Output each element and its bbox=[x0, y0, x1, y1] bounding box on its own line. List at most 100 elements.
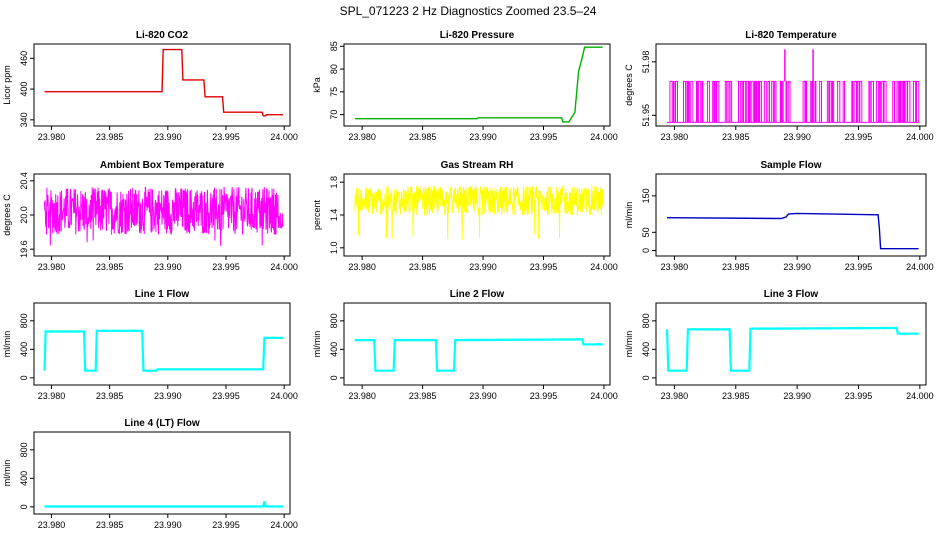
x-tick-label: 23.980 bbox=[661, 262, 689, 272]
y-tick-label: 0 bbox=[19, 504, 29, 509]
y-tick-label: 800 bbox=[19, 442, 29, 457]
x-tick-label: 23.995 bbox=[845, 391, 873, 401]
x-tick-label: 23.995 bbox=[212, 132, 240, 142]
x-tick-label: 23.995 bbox=[530, 262, 558, 272]
x-tick-label: 24.000 bbox=[270, 520, 298, 530]
y-axis-label: degrees C bbox=[2, 194, 12, 236]
x-tick-label: 23.995 bbox=[845, 132, 873, 142]
x-tick-label: 23.985 bbox=[722, 391, 750, 401]
y-tick-label: 460 bbox=[19, 51, 29, 66]
x-tick-label: 23.980 bbox=[661, 132, 689, 142]
y-axis-label: ml/min bbox=[2, 460, 12, 487]
x-tick-label: 23.980 bbox=[38, 262, 66, 272]
y-tick-label: 51.95 bbox=[641, 104, 651, 127]
plot-frame bbox=[343, 302, 611, 386]
y-axis-label: ml/min bbox=[624, 202, 634, 229]
x-tick-label: 24.000 bbox=[590, 132, 618, 142]
x-tick-label: 23.985 bbox=[96, 132, 124, 142]
x-tick-label: 23.990 bbox=[154, 132, 182, 142]
x-tick-label: 23.995 bbox=[212, 262, 240, 272]
x-tick-label: 23.985 bbox=[96, 520, 124, 530]
y-tick-label: 800 bbox=[19, 313, 29, 328]
x-tick-label: 23.990 bbox=[469, 391, 497, 401]
y-tick-label: 85 bbox=[329, 41, 339, 51]
y-tick-label: 19.6 bbox=[19, 240, 29, 258]
plot-frame bbox=[33, 43, 291, 127]
y-tick-label: 51.98 bbox=[641, 51, 651, 74]
chart-title: Li-820 CO2 bbox=[136, 30, 189, 41]
x-tick-label: 24.000 bbox=[590, 262, 618, 272]
data-line bbox=[43, 329, 283, 372]
x-tick-label: 23.980 bbox=[38, 132, 66, 142]
x-tick-label: 23.985 bbox=[96, 391, 124, 401]
chart-panel-1: Li-820 CO2 23.980 23.985 23.990 23.995 24.000… bbox=[2, 30, 298, 142]
y-tick-label: 0 bbox=[329, 375, 339, 380]
chart-title: Li-820 Pressure bbox=[440, 30, 515, 41]
y-axis-label: ml/min bbox=[624, 331, 634, 358]
chart-panel-9: Line 3 Flow 23.980 23.985 23.990 23.995 24.00… bbox=[624, 289, 934, 401]
plot-frame bbox=[655, 43, 927, 127]
x-tick-label: 23.990 bbox=[469, 262, 497, 272]
plot-frame bbox=[343, 173, 611, 257]
chart-panel-3: Li-820 Temperature 23.980 23.985 23.990 23.9… bbox=[624, 30, 934, 142]
x-tick-label: 23.985 bbox=[409, 391, 437, 401]
x-tick-label: 23.995 bbox=[530, 132, 558, 142]
x-tick-label: 24.000 bbox=[906, 132, 934, 142]
chart-panel-6: Sample Flow 23.980 23.985 23.990 23.995 24.00… bbox=[624, 160, 934, 272]
x-tick-label: 24.000 bbox=[270, 132, 298, 142]
y-tick-label: 1.4 bbox=[329, 209, 339, 222]
x-tick-label: 23.995 bbox=[212, 520, 240, 530]
data-noise bbox=[46, 329, 283, 340]
chart-panel-8: Line 2 Flow 23.980 23.985 23.990 23.995 24.00… bbox=[312, 289, 618, 401]
y-tick-label: 800 bbox=[329, 313, 339, 328]
y-axis-label: degrees C bbox=[624, 64, 634, 106]
plot-frame bbox=[343, 43, 611, 127]
plot-frame bbox=[33, 431, 291, 515]
x-tick-label: 23.990 bbox=[154, 520, 182, 530]
data-line bbox=[665, 326, 919, 372]
data-line bbox=[354, 46, 603, 123]
data-line bbox=[44, 186, 284, 247]
x-tick-label: 24.000 bbox=[270, 391, 298, 401]
chart-title: Line 2 Flow bbox=[450, 289, 505, 300]
y-axis-label: Licor ppm bbox=[2, 65, 12, 105]
y-tick-label: 1.0 bbox=[329, 242, 339, 255]
y-tick-label: 400 bbox=[641, 342, 651, 357]
chart-panel-10: Line 4 (LT) Flow 23.980 23.985 23.990 23.995… bbox=[2, 418, 298, 530]
chart-title: Line 3 Flow bbox=[764, 289, 819, 300]
y-tick-label: 400 bbox=[19, 82, 29, 97]
chart-panel-4: Ambient Box Temperature 23.980 23.985 23.99… bbox=[2, 160, 298, 272]
x-tick-label: 23.980 bbox=[348, 132, 376, 142]
data-line bbox=[354, 338, 603, 372]
x-tick-label: 23.980 bbox=[661, 391, 689, 401]
chart-title: Line 4 (LT) Flow bbox=[124, 418, 200, 429]
x-tick-label: 23.985 bbox=[722, 132, 750, 142]
y-tick-label: 800 bbox=[641, 313, 651, 328]
x-tick-label: 23.990 bbox=[154, 391, 182, 401]
x-tick-label: 23.980 bbox=[38, 520, 66, 530]
x-tick-label: 23.990 bbox=[783, 262, 811, 272]
y-tick-label: 400 bbox=[19, 471, 29, 486]
chart-title: Ambient Box Temperature bbox=[100, 160, 225, 171]
y-axis-label: percent bbox=[312, 199, 322, 230]
y-tick-label: 0 bbox=[641, 375, 651, 380]
plot-frame bbox=[655, 302, 927, 386]
x-tick-label: 24.000 bbox=[906, 391, 934, 401]
plot-frame bbox=[33, 302, 291, 386]
y-axis-label: ml/min bbox=[2, 331, 12, 358]
chart-panel-2: Li-820 Pressure 23.980 23.985 23.990 23.995 2… bbox=[312, 30, 618, 142]
data-noise bbox=[354, 338, 604, 346]
y-tick-label: 0 bbox=[19, 375, 29, 380]
data-line bbox=[44, 500, 283, 508]
y-tick-label: 400 bbox=[329, 342, 339, 357]
x-tick-label: 23.990 bbox=[154, 262, 182, 272]
y-axis-label: ml/min bbox=[312, 331, 322, 358]
x-tick-label: 23.990 bbox=[469, 132, 497, 142]
y-tick-label: 70 bbox=[329, 110, 339, 120]
x-tick-label: 23.990 bbox=[783, 391, 811, 401]
chart-panel-7: Line 1 Flow 23.980 23.985 23.990 23.995 24.00… bbox=[2, 289, 298, 401]
data-line bbox=[44, 48, 283, 117]
chart-title: Sample Flow bbox=[760, 160, 821, 171]
y-tick-label: 20.4 bbox=[19, 172, 29, 190]
